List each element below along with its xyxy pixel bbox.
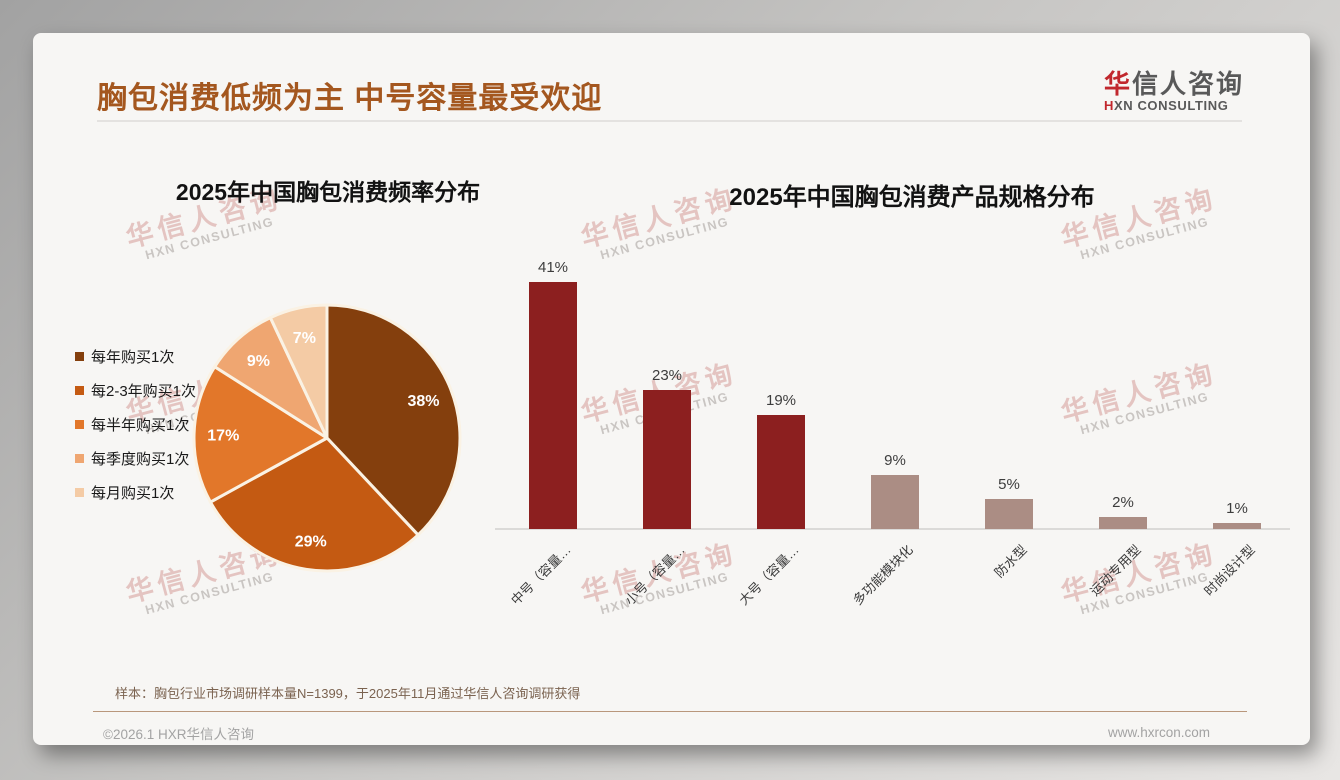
legend-label: 每年购买1次 xyxy=(91,348,175,366)
bar-category-label: 运动专用型 xyxy=(1087,542,1144,599)
legend-marker xyxy=(75,419,84,429)
pie-chart: 38% 29% 17% 9% 7% xyxy=(192,303,462,573)
bar xyxy=(643,390,691,529)
bar-value-label: 19% xyxy=(765,392,797,409)
company-logo: 华信人咨询 HXN CONSULTING xyxy=(1103,69,1244,114)
legend-marker xyxy=(75,351,84,361)
logo-english-name: HXN CONSULTING xyxy=(1103,98,1229,114)
bar xyxy=(985,499,1033,529)
legend-item: 每半年购买1次 xyxy=(75,407,196,441)
pie-slice-label: 29% xyxy=(295,533,327,550)
bar-category-label: 中号（容量… xyxy=(507,542,574,608)
slide-card: 华信人咨询 HXN CONSULTING 华信人咨询 HXN CONSULTING 华信… xyxy=(33,33,1310,745)
legend-label: 每2-3年购买1次 xyxy=(91,382,197,400)
bar xyxy=(757,415,805,529)
bar-category-label: 小号（容量… xyxy=(621,542,688,608)
page-title: 胸包消费低频为主 中号容量最受欢迎 xyxy=(97,82,603,115)
bar-category-label: 时尚设计型 xyxy=(1201,542,1258,599)
bar-value-label: 23% xyxy=(651,367,683,384)
bar-value-label: 41% xyxy=(537,259,569,276)
pie-slice-label: 17% xyxy=(207,428,239,445)
pie-legend: 每年购买1次每2-3年购买1次 每半年购买1次 每季度购买1次 每月购买1次 xyxy=(75,339,196,509)
sample-note: 样本：胸包行业市场调研样本量N=1399，于2025年11月通过华信人咨询调研获… xyxy=(115,686,581,701)
legend-item: 每季度购买1次 xyxy=(75,441,196,475)
bar xyxy=(871,475,919,529)
bar xyxy=(529,282,577,529)
x-axis-line xyxy=(495,528,1290,530)
bar-chart-title: 2025年中国胸包消费产品规格分布 xyxy=(729,184,1095,211)
bar xyxy=(1213,523,1261,529)
legend-item: 每年购买1次 xyxy=(75,339,196,373)
legend-label: 每月购买1次 xyxy=(91,484,175,502)
pie-slice xyxy=(268,303,329,440)
pie-slice-label: 38% xyxy=(407,393,439,410)
copyright-text: ©2026.1 HXR华信人咨询 xyxy=(103,727,254,742)
legend-marker xyxy=(75,453,84,463)
bar xyxy=(1099,517,1147,529)
bar-category-label: 多功能模块化 xyxy=(849,542,916,608)
legend-marker xyxy=(75,487,84,497)
pie-chart-title: 2025年中国胸包消费频率分布 xyxy=(175,179,481,205)
bar-value-label: 5% xyxy=(998,476,1020,493)
pie-slice xyxy=(208,436,420,573)
bar-category-label: 防水型 xyxy=(991,542,1030,581)
legend-marker xyxy=(75,385,84,395)
bar-value-label: 1% xyxy=(1226,500,1248,517)
legend-label: 每季度购买1次 xyxy=(91,450,190,468)
pie-slice-label: 7% xyxy=(293,330,316,347)
legend-label: 每半年购买1次 xyxy=(91,416,190,434)
logo-chinese-name: 华信人咨询 xyxy=(1103,69,1244,99)
bar-value-label: 9% xyxy=(884,452,906,469)
bar-chart: 41% 中号（容量… 23% 小号（容量… 19% 大号（容量… 9% 多功能模块化 5% 防水型… xyxy=(450,150,1310,608)
legend-item: 每2-3年购买1次 xyxy=(75,373,196,407)
bar-category-label: 大号（容量… xyxy=(735,542,802,608)
pie-slice xyxy=(192,365,329,504)
pie-slice-label: 9% xyxy=(247,353,270,370)
footer-divider xyxy=(93,711,1247,712)
bar-value-label: 2% xyxy=(1112,494,1134,511)
header-divider xyxy=(97,120,1242,122)
pie-slice xyxy=(325,303,462,537)
legend-item: 每月购买1次 xyxy=(75,475,196,509)
website-url: www.hxrcon.com xyxy=(1108,725,1211,740)
